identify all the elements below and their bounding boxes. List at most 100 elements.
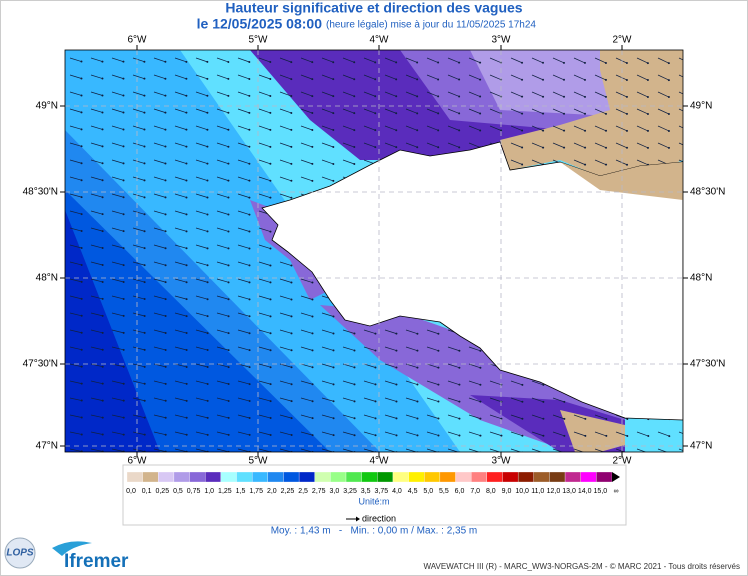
direction-arrow-head [122,179,125,182]
direction-arrow [279,261,292,266]
direction-arrow-head [646,129,649,132]
direction-arrow-head [206,332,209,335]
direction-arrow-head [416,61,419,64]
direction-arrow-head [185,230,188,233]
direction-arrow [552,91,565,98]
direction-arrow-head [416,95,419,98]
direction-arrow-head [521,417,524,420]
direction-arrow [363,346,376,351]
direction-arrow [321,108,334,114]
direction-arrow-head [604,112,607,115]
legend-swatch [377,471,394,483]
direction-arrow-head [269,196,272,199]
direction-arrow [531,380,544,386]
direction-arrow-head [332,366,335,369]
direction-arrow-head [80,162,83,165]
direction-arrow [195,176,208,181]
direction-arrow [90,210,103,215]
direction-arrow [132,329,145,334]
direction-arrow-head [248,315,251,318]
direction-arrow-head [206,298,209,301]
direction-arrow-head [563,400,566,403]
direction-arrow [258,414,271,419]
direction-arrow [489,397,502,403]
direction-arrow [153,261,166,266]
direction-arrow [153,142,166,147]
direction-arrow-head [667,112,670,115]
direction-arrow-head [185,247,188,250]
direction-arrow [111,159,124,164]
direction-arrow [69,176,82,181]
direction-arrow [90,397,103,401]
direction-arrow [636,108,649,115]
direction-arrow [426,397,439,402]
direction-arrow-head [185,264,188,267]
direction-arrow [111,108,124,113]
direction-arrow-head [311,298,314,301]
direction-arrow-head [395,61,398,64]
direction-arrow-head [625,62,628,65]
direction-arrow [510,125,523,131]
direction-arrow-head [437,95,440,98]
lat-label: 48°N [36,273,58,284]
direction-arrow [531,125,544,131]
direction-arrow [258,91,271,97]
direction-arrow [69,193,82,198]
direction-arrow [300,329,313,334]
direction-arrow [384,142,397,148]
direction-arrow-head [563,434,566,437]
direction-arrow-head [143,128,146,131]
direction-arrow [195,397,208,402]
direction-arrow-head [80,314,83,317]
direction-arrow [174,193,187,198]
direction-arrow-head [185,433,188,436]
direction-arrow [363,108,376,114]
direction-arrow [69,108,82,113]
direction-arrow-head [290,128,293,131]
direction-arrow [90,125,103,130]
direction-arrow-head [122,314,125,317]
legend-swatch [236,471,253,483]
direction-arrow-head [164,382,167,385]
direction-arrow [174,397,187,402]
direction-arrow [174,159,187,164]
direction-arrow-head [143,314,146,317]
direction-arrow [132,397,145,402]
direction-arrow-head [101,365,104,368]
direction-arrow [384,363,397,368]
direction-arrow-head [416,332,419,335]
direction-arrow-head [374,129,377,132]
direction-arrow-head [164,281,167,284]
direction-arrow-head [185,365,188,368]
direction-arrow [69,363,82,367]
direction-arrow-head [626,146,629,149]
direction-arrow-head [542,434,545,437]
direction-arrow-head [667,146,670,149]
direction-arrow [321,414,334,419]
direction-arrow-head [562,78,565,81]
legend-swatch [189,471,206,483]
direction-arrow [510,159,523,165]
direction-arrow-head [227,247,230,250]
direction-arrow-head [521,400,524,403]
direction-arrow-head [80,416,83,419]
direction-arrow-head [667,129,670,132]
legend-label: 0,0 [126,488,136,495]
direction-arrow-head [332,61,335,64]
direction-arrow-head [185,179,188,182]
direction-arrow-head [227,315,230,318]
direction-arrow-head [332,129,335,132]
direction-arrow-head [626,418,629,421]
direction-arrow-head [563,112,566,115]
direction-arrow-head [80,331,83,334]
direction-arrow-head [332,383,335,386]
direction-arrow-head [80,77,83,80]
direction-arrow [111,74,124,79]
direction-arrow [363,431,376,436]
direction-arrow [468,346,481,352]
direction-arrow [69,210,82,215]
direction-arrow-head [646,95,649,98]
direction-arrow [174,278,187,283]
direction-arrow-head [227,366,230,369]
direction-arrow-head [269,400,272,403]
